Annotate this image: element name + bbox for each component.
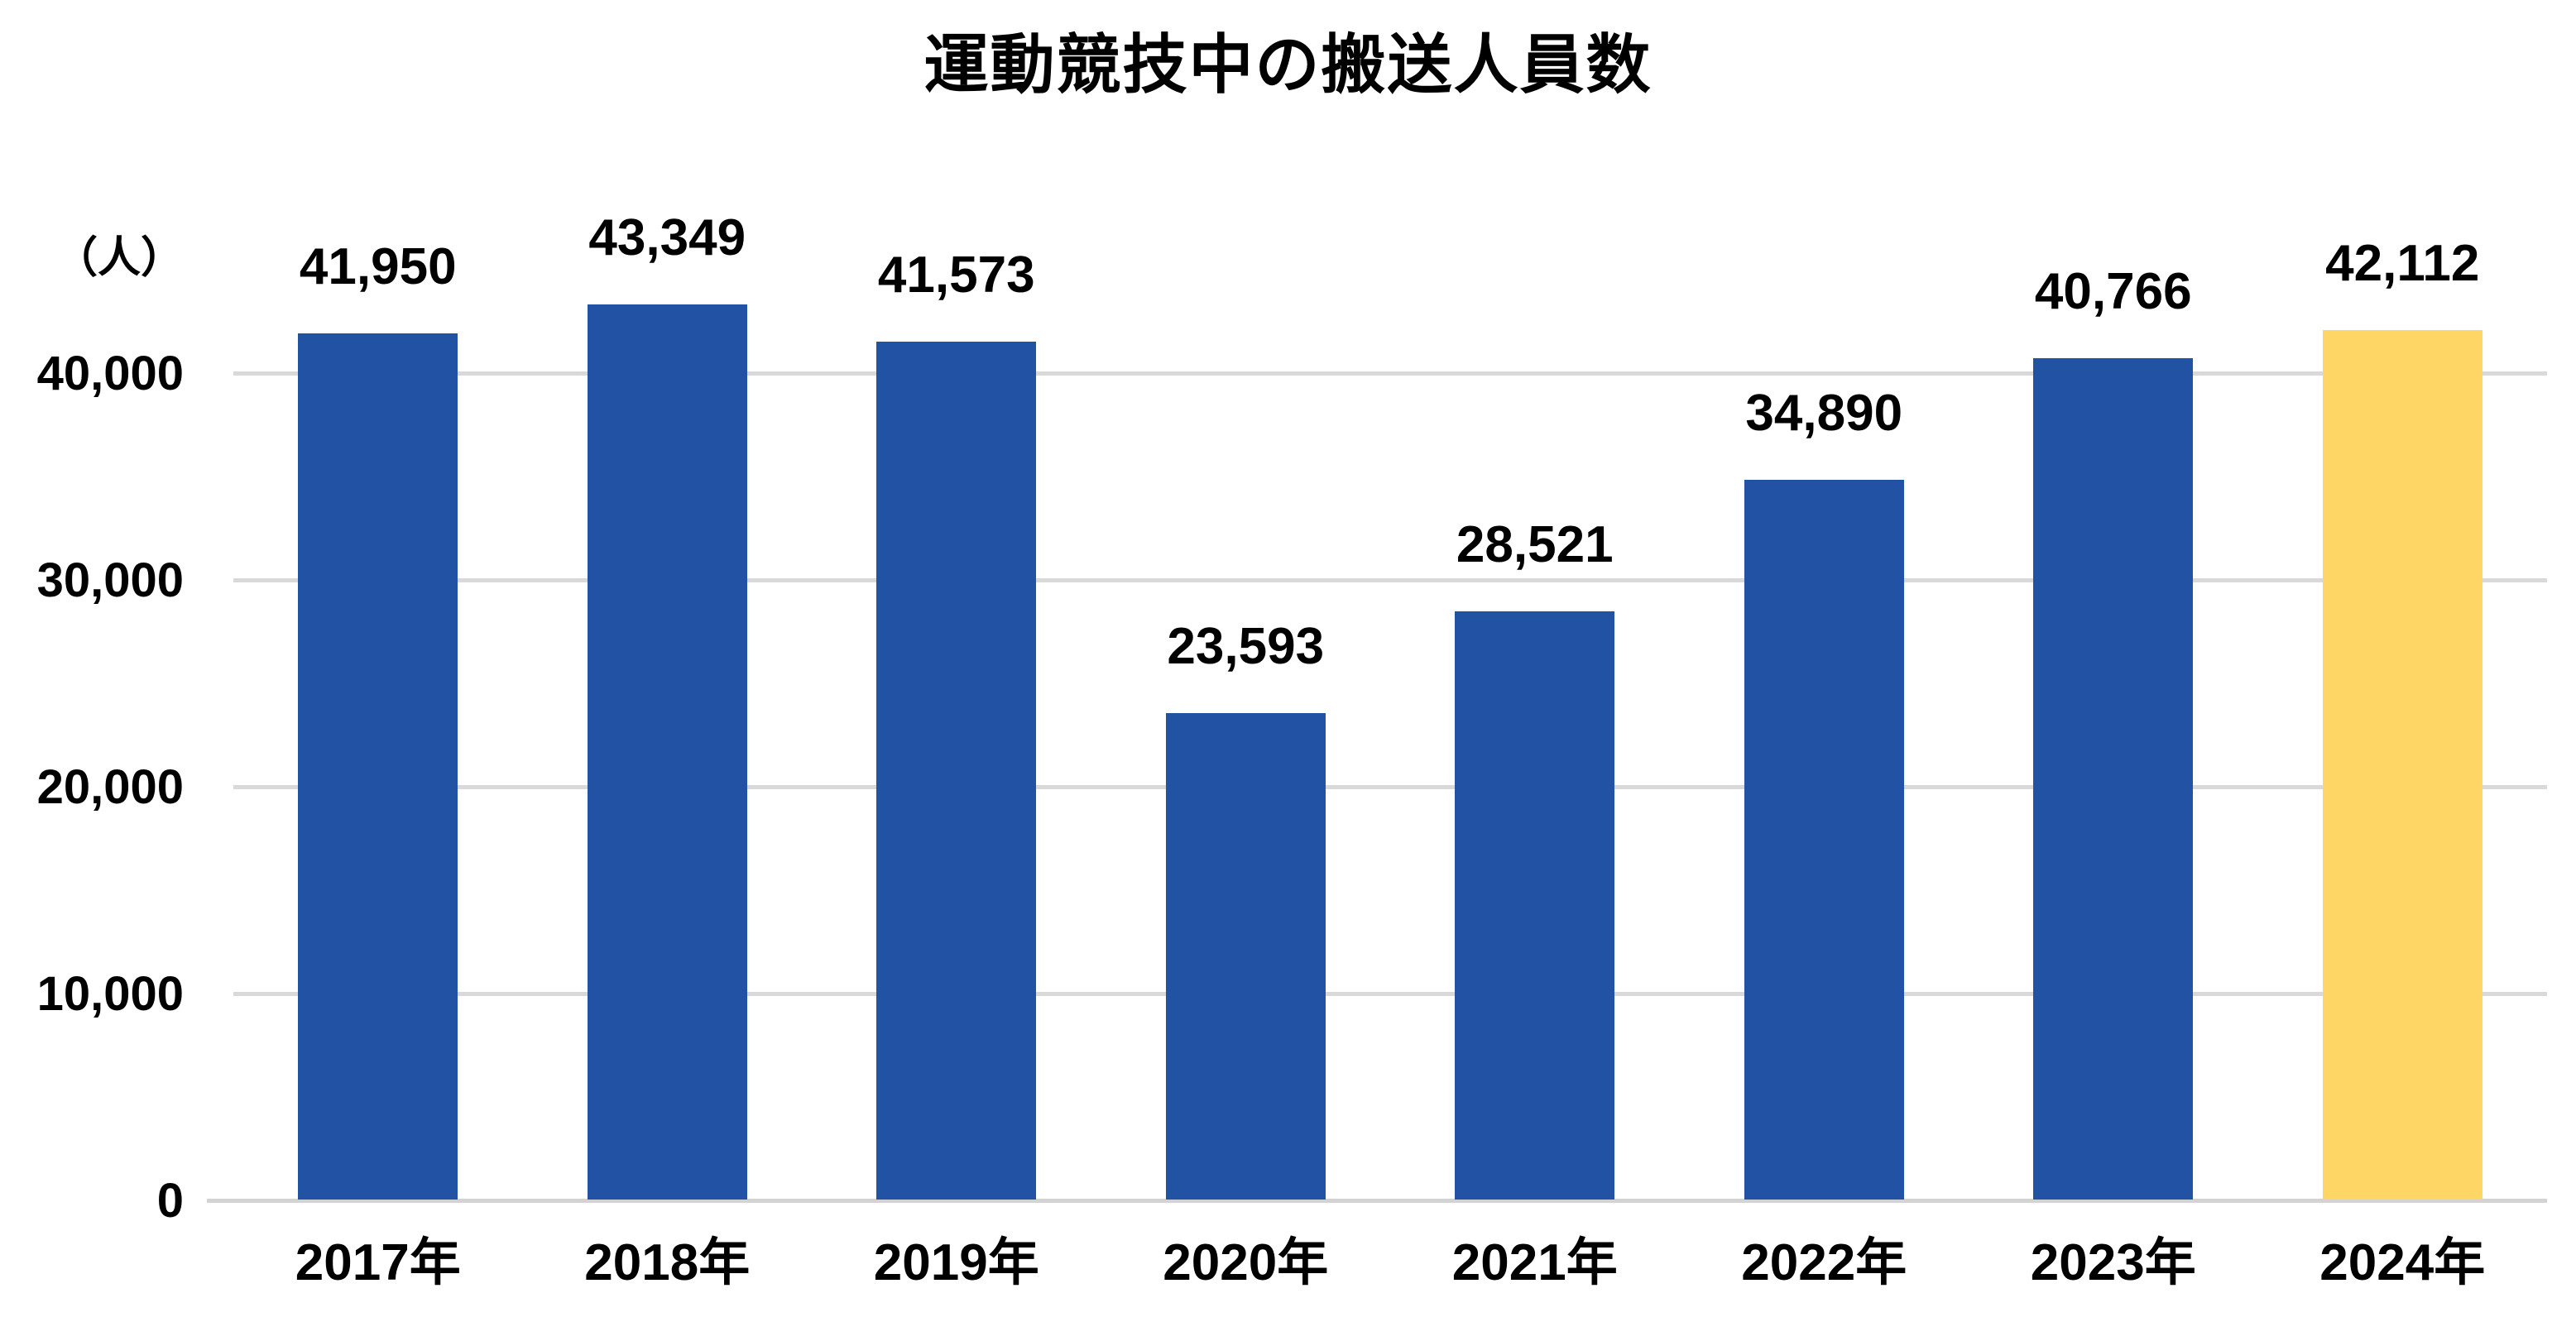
x-axis-category-label-2021: 2021年 <box>1451 1234 1618 1291</box>
y-axis-tick-label: 10,000 <box>36 967 184 1021</box>
bar-value-label-2018: 43,349 <box>588 209 746 267</box>
y-axis-unit-label: （人） <box>54 234 184 282</box>
x-axis-category-label-2020: 2020年 <box>1163 1234 1329 1291</box>
y-axis-tick-label: 0 <box>156 1174 184 1228</box>
gridline <box>233 992 2547 996</box>
x-axis-category-label-2018: 2018年 <box>584 1234 751 1291</box>
gridline <box>233 785 2547 789</box>
bar-value-label-2023: 40,766 <box>2034 262 2192 320</box>
bar-value-label-2021: 28,521 <box>1456 515 1614 573</box>
bar-2020 <box>1165 713 1326 1200</box>
bar-2021 <box>1455 611 1615 1200</box>
x-axis-category-label-2022: 2022年 <box>1741 1234 1907 1291</box>
gridline <box>233 578 2547 582</box>
bar-value-label-2017: 41,950 <box>299 238 457 296</box>
x-axis-category-label-2024: 2024年 <box>2319 1234 2486 1291</box>
y-axis-tick-label: 30,000 <box>36 553 184 607</box>
chart-title: 運動競技中の搬送人員数 <box>923 28 1653 101</box>
bar-value-label-2019: 41,573 <box>877 246 1035 304</box>
bar-2018 <box>587 304 747 1200</box>
x-axis-category-label-2023: 2023年 <box>2030 1234 2196 1291</box>
x-axis-line <box>207 1199 2547 1203</box>
bar-2022 <box>1744 479 1904 1200</box>
y-axis-tick-label: 20,000 <box>36 760 184 814</box>
y-axis-tick-label: 40,000 <box>36 347 184 400</box>
bar-2024 <box>2322 330 2482 1200</box>
bar-2017 <box>298 333 458 1200</box>
bar-value-label-2024: 42,112 <box>2325 235 2480 293</box>
bar-value-label-2020: 23,593 <box>1167 618 1325 676</box>
gridline <box>233 371 2547 376</box>
bar-value-label-2022: 34,890 <box>1745 384 1903 442</box>
bar-2023 <box>2033 357 2194 1200</box>
bar-2019 <box>876 341 1037 1200</box>
x-axis-category-label-2017: 2017年 <box>295 1234 461 1291</box>
x-axis-category-label-2019: 2019年 <box>873 1234 1039 1291</box>
